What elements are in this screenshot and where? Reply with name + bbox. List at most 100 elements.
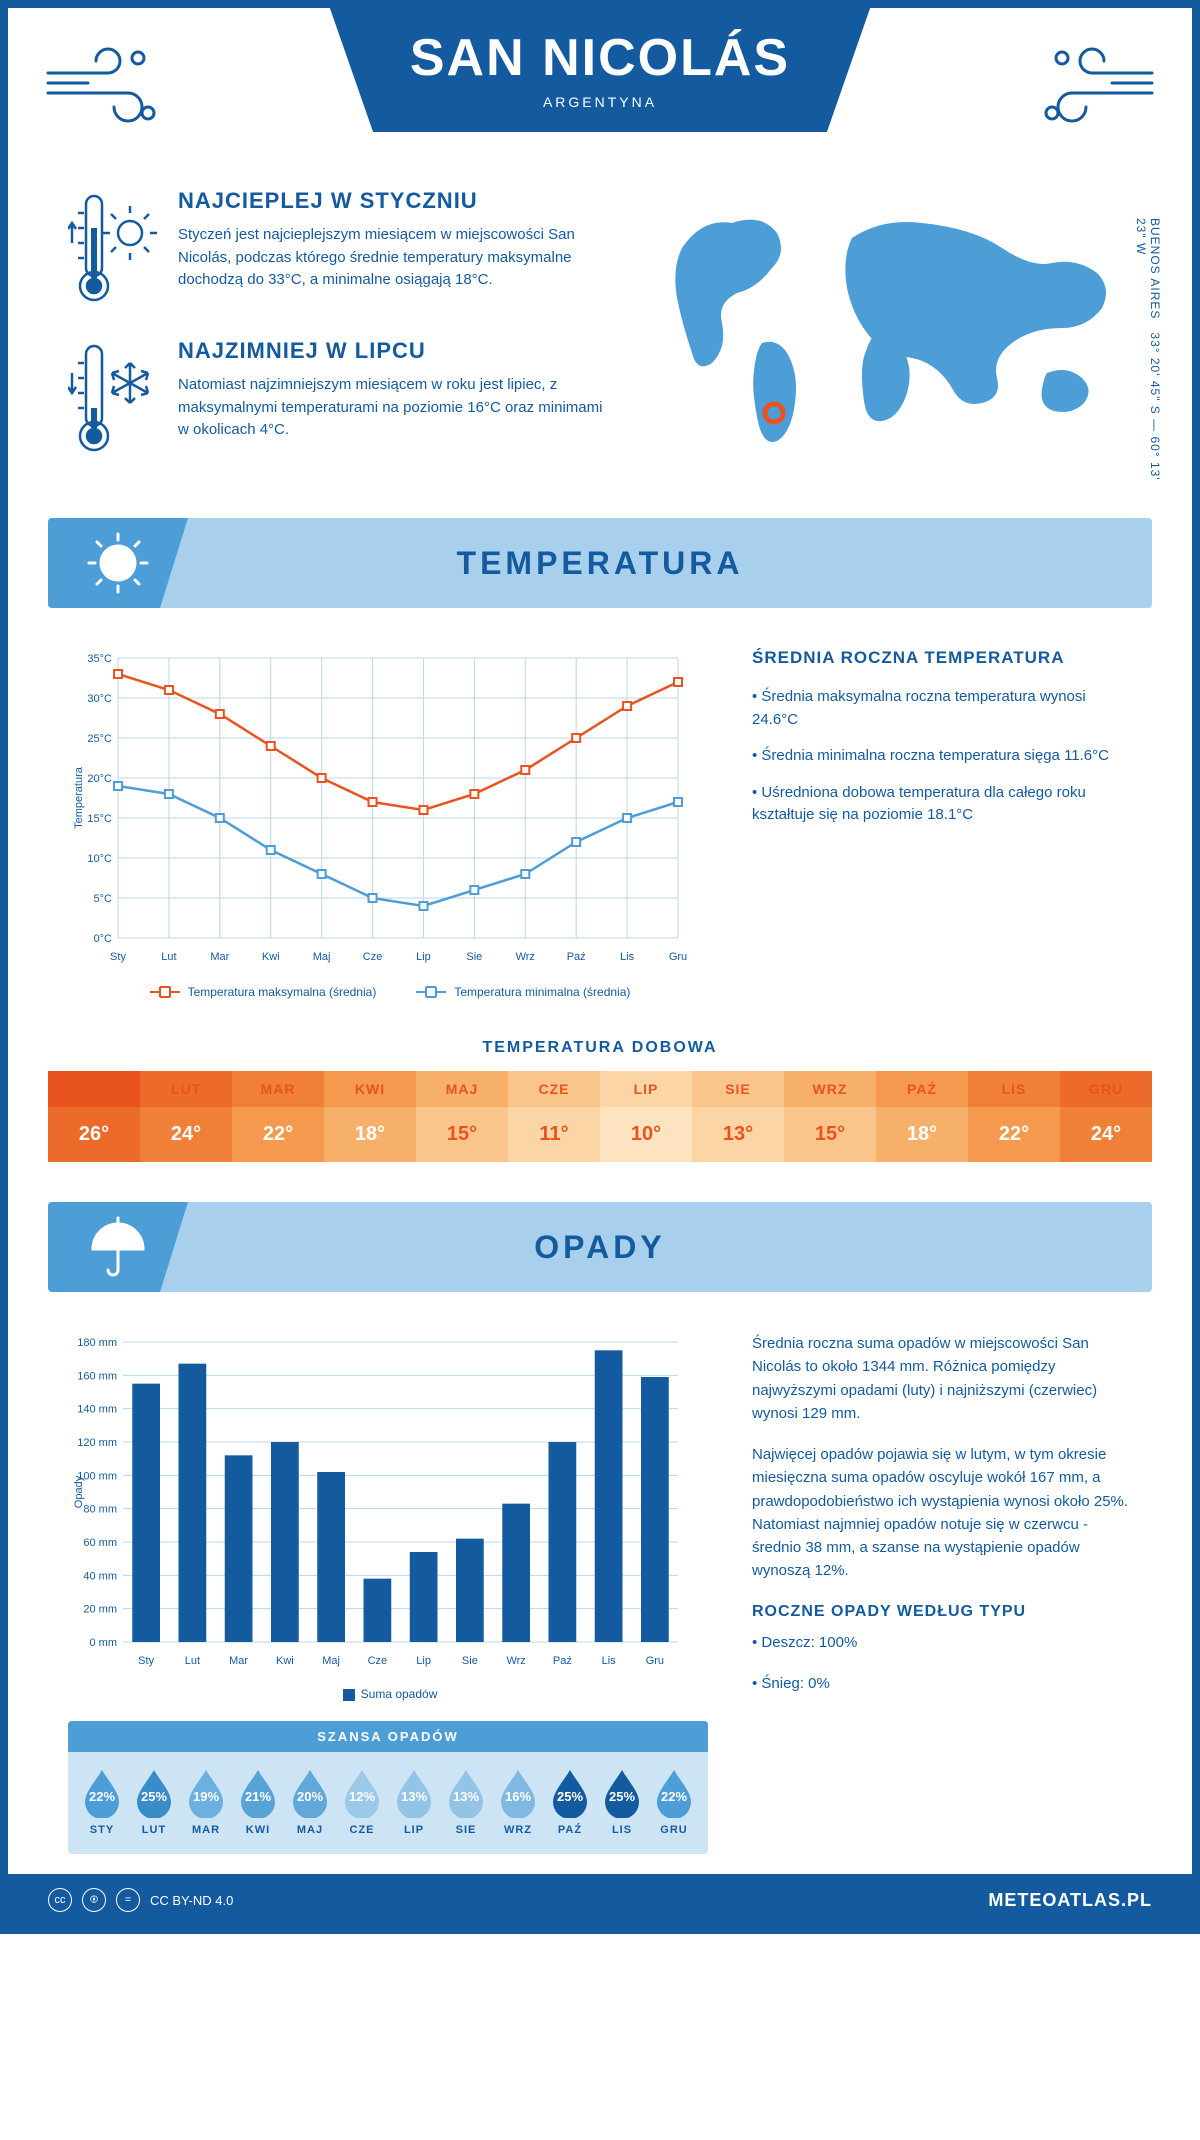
intro-section: NAJCIEPLEJ W STYCZNIU Styczeń jest najci… xyxy=(8,168,1192,518)
svg-text:Cze: Cze xyxy=(368,1655,388,1667)
cc-icon: cc xyxy=(48,1888,72,1912)
svg-text:Mar: Mar xyxy=(229,1655,248,1667)
svg-text:60 mm: 60 mm xyxy=(83,1537,117,1549)
hot-block: NAJCIEPLEJ W STYCZNIU Styczeń jest najci… xyxy=(68,188,612,308)
cold-title: NAJZIMNIEJ W LIPCU xyxy=(178,338,612,364)
by-icon: 🅯 xyxy=(82,1888,106,1912)
svg-text:20 mm: 20 mm xyxy=(83,1604,117,1616)
szansa-cell: 19% MAR xyxy=(180,1766,232,1836)
svg-text:Lip: Lip xyxy=(416,951,431,963)
svg-text:140 mm: 140 mm xyxy=(77,1404,117,1416)
header: SAN NICOLÁS ARGENTYNA xyxy=(8,8,1192,168)
drop-icon: 13% xyxy=(393,1766,435,1818)
dobowa-cell: CZE 11° xyxy=(508,1071,600,1162)
szansa-cell: 22% GRU xyxy=(648,1766,700,1836)
opady-chart: 0 mm20 mm40 mm60 mm80 mm100 mm120 mm140 … xyxy=(68,1332,688,1672)
svg-text:Opady: Opady xyxy=(73,1475,85,1508)
szansa-cell: 21% KWI xyxy=(232,1766,284,1836)
svg-text:Lis: Lis xyxy=(602,1655,617,1667)
dobowa-cell: GRU 24° xyxy=(1060,1071,1152,1162)
svg-text:15°C: 15°C xyxy=(87,813,112,825)
szansa-cell: 16% WRZ xyxy=(492,1766,544,1836)
svg-text:Mar: Mar xyxy=(210,951,229,963)
svg-text:Wrz: Wrz xyxy=(506,1655,525,1667)
svg-text:Wrz: Wrz xyxy=(516,951,535,963)
svg-text:Temperatura: Temperatura xyxy=(73,766,85,829)
drop-icon: 13% xyxy=(445,1766,487,1818)
svg-text:Sie: Sie xyxy=(462,1655,478,1667)
svg-text:Maj: Maj xyxy=(322,1655,340,1667)
legend-item: .legend-swatch[style*='#e8531f']::after{… xyxy=(150,985,377,999)
svg-text:Kwi: Kwi xyxy=(276,1655,294,1667)
license-text: CC BY-ND 4.0 xyxy=(150,1893,233,1908)
svg-text:Lip: Lip xyxy=(416,1655,431,1667)
drop-icon: 12% xyxy=(341,1766,383,1818)
temp-bullet: • Średnia maksymalna roczna temperatura … xyxy=(752,686,1132,731)
svg-text:40 mm: 40 mm xyxy=(83,1570,117,1582)
szansa-panel: SZANSA OPADÓW 22% STY 25% LUT 19% MAR 21… xyxy=(68,1721,708,1854)
hot-text: Styczeń jest najcieplejszym miesiącem w … xyxy=(178,224,612,292)
sun-icon xyxy=(83,528,153,598)
svg-text:180 mm: 180 mm xyxy=(77,1337,117,1349)
svg-text:25°C: 25°C xyxy=(87,733,112,745)
dobowa-cell: STY 26° xyxy=(48,1071,140,1162)
temp-bullet: • Uśredniona dobowa temperatura dla całe… xyxy=(752,782,1132,827)
dobowa-cell: LIS 22° xyxy=(968,1071,1060,1162)
wind-icon xyxy=(38,38,178,138)
page-title: SAN NICOLÁS xyxy=(410,28,790,88)
svg-text:Sty: Sty xyxy=(110,951,126,963)
svg-text:30°C: 30°C xyxy=(87,693,112,705)
svg-text:Lut: Lut xyxy=(161,951,176,963)
drop-icon: 25% xyxy=(549,1766,591,1818)
bar-legend: Suma opadów xyxy=(68,1687,712,1701)
site-name: METEOATLAS.PL xyxy=(988,1890,1152,1911)
dobowa-title: TEMPERATURA DOBOWA xyxy=(8,1039,1192,1057)
szansa-cell: 25% LIS xyxy=(596,1766,648,1836)
drop-icon: 22% xyxy=(653,1766,695,1818)
dobowa-cell: LIP 10° xyxy=(600,1071,692,1162)
svg-text:20°C: 20°C xyxy=(87,773,112,785)
section-header-opady: OPADY xyxy=(48,1202,1152,1292)
coordinates: BUENOS AIRES 33° 20' 45" S — 60° 13' 23"… xyxy=(1134,218,1162,488)
dobowa-table: STY 26° LUT 24° MAR 22° KWI 18° MAJ 15° … xyxy=(48,1071,1152,1162)
svg-text:80 mm: 80 mm xyxy=(83,1504,117,1516)
svg-text:Paź: Paź xyxy=(553,1655,572,1667)
szansa-cell: 13% SIE xyxy=(440,1766,492,1836)
drop-icon: 20% xyxy=(289,1766,331,1818)
dobowa-cell: WRZ 15° xyxy=(784,1071,876,1162)
svg-text:Lis: Lis xyxy=(620,951,635,963)
dobowa-cell: LUT 24° xyxy=(140,1071,232,1162)
section-header-temperature: TEMPERATURA xyxy=(48,518,1152,608)
svg-text:160 mm: 160 mm xyxy=(77,1370,117,1382)
drop-icon: 25% xyxy=(133,1766,175,1818)
szansa-cell: 22% STY xyxy=(76,1766,128,1836)
cold-text: Natomiast najzimniejszym miesiącem w rok… xyxy=(178,374,612,442)
svg-text:Kwi: Kwi xyxy=(262,951,280,963)
thermometer-cold-icon xyxy=(68,338,158,458)
drop-icon: 22% xyxy=(81,1766,123,1818)
dobowa-cell: PAŹ 18° xyxy=(876,1071,968,1162)
umbrella-icon xyxy=(83,1212,153,1282)
svg-text:Sie: Sie xyxy=(466,951,482,963)
footer: cc 🅯 = CC BY-ND 4.0 METEOATLAS.PL xyxy=(8,1874,1192,1926)
szansa-cell: 25% PAŹ xyxy=(544,1766,596,1836)
opady-type: • Śnieg: 0% xyxy=(752,1672,1132,1695)
opady-type: • Deszcz: 100% xyxy=(752,1631,1132,1654)
svg-text:Lut: Lut xyxy=(185,1655,200,1667)
world-map-icon xyxy=(652,188,1132,448)
temperature-summary: ŚREDNIA ROCZNA TEMPERATURA • Średnia mak… xyxy=(752,648,1132,999)
svg-text:Gru: Gru xyxy=(646,1655,664,1667)
svg-text:10°C: 10°C xyxy=(87,853,112,865)
drop-icon: 19% xyxy=(185,1766,227,1818)
svg-text:120 mm: 120 mm xyxy=(77,1437,117,1449)
hot-title: NAJCIEPLEJ W STYCZNIU xyxy=(178,188,612,214)
svg-text:5°C: 5°C xyxy=(94,893,113,905)
page-subtitle: ARGENTYNA xyxy=(410,94,790,110)
section-title: TEMPERATURA xyxy=(457,545,744,582)
drop-icon: 16% xyxy=(497,1766,539,1818)
drop-icon: 21% xyxy=(237,1766,279,1818)
svg-text:Maj: Maj xyxy=(313,951,331,963)
szansa-cell: 13% LIP xyxy=(388,1766,440,1836)
svg-text:0°C: 0°C xyxy=(94,933,113,945)
szansa-cell: 12% CZE xyxy=(336,1766,388,1836)
